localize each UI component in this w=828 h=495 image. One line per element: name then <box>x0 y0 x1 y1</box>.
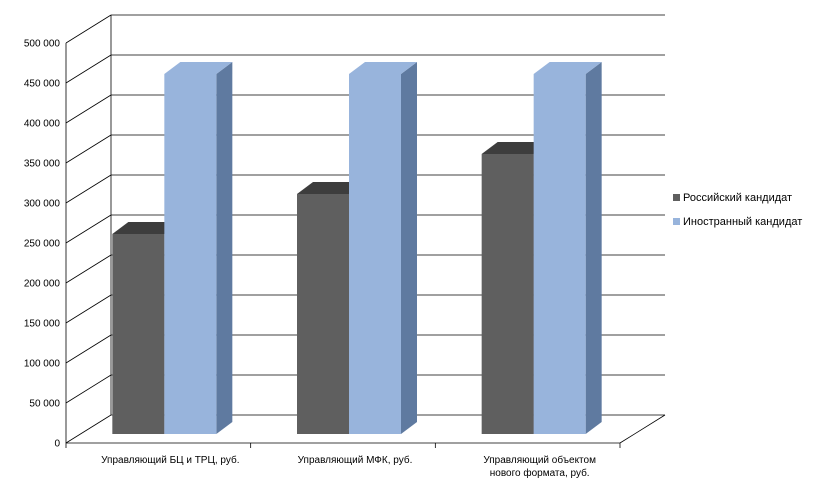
gridline-diagonal <box>65 294 112 324</box>
y-tick-label: 400 000 <box>24 119 61 130</box>
gridline-diagonal <box>65 14 112 44</box>
bar-top <box>481 142 550 154</box>
legend-label: Иностранный кандидат <box>683 216 802 228</box>
gridline-diagonal <box>65 214 112 244</box>
x-category-label: Управляющий объектом <box>483 454 596 466</box>
y-tick-label: 0 <box>54 439 60 450</box>
gridline-diagonal <box>65 134 112 164</box>
gridline-diagonal <box>65 334 112 364</box>
bar <box>481 154 534 434</box>
x-category-labels: Управляющий БЦ и ТРЦ, руб. Управляющий МФ… <box>101 454 596 479</box>
gridline-diagonal <box>65 54 112 84</box>
bars <box>112 62 602 434</box>
floor-right-edge <box>619 414 666 444</box>
y-tick-label: 200 000 <box>24 279 61 290</box>
bar <box>297 194 349 434</box>
bar-top <box>533 62 602 74</box>
gridline-diagonal <box>65 414 112 444</box>
bar <box>164 74 217 434</box>
y-tick-label: 150 000 <box>24 319 61 330</box>
gridline-diagonal <box>65 374 112 404</box>
legend-swatch <box>673 194 680 201</box>
y-tick-label: 250 000 <box>24 239 61 250</box>
y-tick-labels: 0 50 000 100 000 150 000 200 000 250 000 300 0… <box>24 39 61 450</box>
legend: Российский кандидат Иностранный кандидат <box>673 192 802 228</box>
y-tick-label: 100 000 <box>24 359 61 370</box>
y-tick-label: 500 000 <box>24 39 61 50</box>
bar-side <box>216 62 233 434</box>
x-category-label: нового формата, руб. <box>490 467 590 479</box>
gridline-diagonal <box>65 94 112 124</box>
bar-side <box>401 62 417 434</box>
x-category-label: Управляющий БЦ и ТРЦ, руб. <box>101 454 239 466</box>
bar <box>533 74 586 434</box>
y-tick-label: 350 000 <box>24 159 61 170</box>
bar <box>112 234 165 434</box>
legend-swatch <box>673 218 680 225</box>
x-category-label: Управляющий МФК, руб. <box>298 454 413 466</box>
axes <box>65 15 666 448</box>
y-tick-label: 50 000 <box>29 399 60 410</box>
bar <box>349 74 401 434</box>
y-tick-label: 450 000 <box>24 79 61 90</box>
y-tick-label: 300 000 <box>24 199 61 210</box>
legend-label: Российский кандидат <box>683 192 792 204</box>
gridline-diagonal <box>65 174 112 204</box>
bar-top <box>297 182 365 194</box>
bar-side <box>585 62 602 434</box>
gridline-diagonal <box>65 254 112 284</box>
bar-top <box>112 222 181 234</box>
bar-top <box>349 62 417 74</box>
bar-top <box>164 62 233 74</box>
